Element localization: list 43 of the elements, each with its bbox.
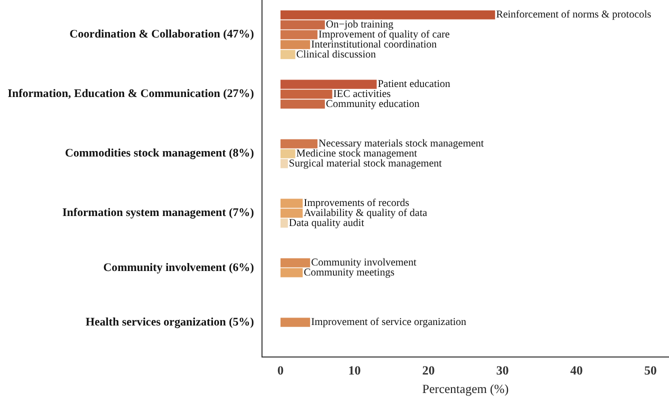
text: Coordination & Collaboration (47%) xyxy=(69,28,254,41)
bar xyxy=(280,159,288,168)
x-axis-title: Percentagem (%) xyxy=(422,382,509,396)
bar xyxy=(280,30,318,40)
text: Health services organization (5%) xyxy=(86,315,254,328)
bar xyxy=(280,258,310,268)
x-tick-label: 30 xyxy=(496,364,509,378)
text: Community involvement (6%) xyxy=(103,260,254,274)
y-tick-label: Improvements of records xyxy=(304,198,410,210)
y-tick-label: Reinforcement of norms & protocols xyxy=(496,10,652,21)
y-tick-label: Necessary materials stock management xyxy=(318,138,484,150)
y-tick-label: Improvement of quality of care xyxy=(318,29,450,40)
bar xyxy=(280,50,296,60)
x-tick-label: 0 xyxy=(277,364,284,378)
x-tick-label: 10 xyxy=(348,364,361,378)
y-tick-label: Availability & quality of data xyxy=(304,208,428,219)
y-tick-label: IEC activities xyxy=(333,88,391,100)
bar xyxy=(280,40,310,50)
y-tick-label: Interinstitutional coordination xyxy=(311,39,438,50)
y-tick-label: Surgical material stock management xyxy=(288,158,442,170)
bar xyxy=(280,20,325,30)
y-tick-label: Community involvement xyxy=(311,258,416,269)
bar xyxy=(280,10,496,20)
text: Commodities stock management (8%) xyxy=(64,146,254,160)
bar xyxy=(280,218,288,228)
bar xyxy=(280,139,318,148)
text: Information system management (7%) xyxy=(62,206,254,220)
y-tick-label: Community education xyxy=(326,98,420,110)
y-tick-label: Improvement of service organization xyxy=(311,317,468,328)
bar xyxy=(280,268,303,278)
y-tick-label: Community meetings xyxy=(304,267,394,278)
bar xyxy=(280,80,377,89)
bar xyxy=(280,149,296,158)
x-tick-label: 50 xyxy=(644,364,657,378)
y-tick-label: On−job training xyxy=(326,20,394,31)
bar xyxy=(280,318,310,327)
x-tick-label: 40 xyxy=(570,364,583,378)
y-tick-label: Clinical discussion xyxy=(296,49,377,60)
y-tick-label: Medicine stock management xyxy=(296,148,418,160)
text: Information, Education & Communication (27%) xyxy=(8,87,254,100)
x-tick-label: 20 xyxy=(422,364,435,378)
y-tick-label: Data quality audit xyxy=(288,218,364,229)
y-tick-label: Patient education xyxy=(378,79,452,90)
